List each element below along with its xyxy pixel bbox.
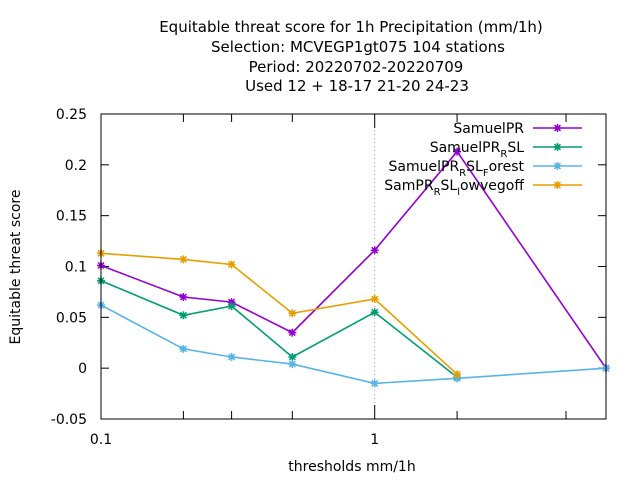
y-axis-label: Equitable threat score xyxy=(8,190,24,345)
y-tick-label: -0.05 xyxy=(51,412,87,428)
legend-subscript: R xyxy=(459,168,466,179)
data-point-dot xyxy=(229,262,234,267)
series-line xyxy=(100,252,458,375)
legend-subscript: l xyxy=(457,187,460,198)
x-tick-label: 0.1 xyxy=(90,432,112,448)
data-series xyxy=(97,147,610,388)
y-tick-label: 0.15 xyxy=(56,209,87,225)
legend-text: SamuelPR xyxy=(453,121,524,137)
chart-title-line-1: Equitable threat score for 1h Precipitat… xyxy=(159,18,543,36)
legend-subscript: F xyxy=(483,168,489,179)
legend-label: SamuelPRRSLForest xyxy=(389,159,525,179)
data-point-dot xyxy=(180,294,186,300)
series-line xyxy=(100,279,458,378)
legend-text: SL xyxy=(441,178,458,194)
chart-title-line-4: Used 12 + 18-17 21-20 24-23 xyxy=(245,77,469,95)
tick-labels: -0.05 0 0.05 0.1 0.15 0.2 0.25 0.1 1 xyxy=(51,107,379,448)
series-line xyxy=(100,150,607,369)
data-point-dot xyxy=(289,310,295,316)
y-tick-label: 0.1 xyxy=(65,260,87,276)
legend-label: SamuelPR xyxy=(453,121,524,137)
legend-text: owvegoff xyxy=(460,178,524,194)
data-point-dot xyxy=(229,299,234,305)
data-point-dot xyxy=(289,361,295,367)
plot-frame xyxy=(100,113,607,420)
data-point-dot xyxy=(454,149,460,155)
data-point-dot xyxy=(372,309,378,315)
chart-title: Equitable threat score for 1h Precipitat… xyxy=(159,18,543,95)
data-point-dot xyxy=(180,346,186,352)
legend-swatch-marker-dot xyxy=(555,144,560,150)
series-SamuelPR xyxy=(97,147,610,373)
data-point-dot xyxy=(289,354,295,360)
legend-text: SamuelPR xyxy=(430,140,501,156)
legend: SamuelPRSamuelPRRSLSamuelPRRSLForestSamP… xyxy=(384,121,582,198)
data-point-dot xyxy=(454,371,460,377)
legend-text: orest xyxy=(489,159,525,175)
legend-text: SamuelPR xyxy=(389,159,460,175)
data-point-dot xyxy=(229,354,234,360)
chart-title-line-2: Selection: MCVEGP1gt075 104 stations xyxy=(211,38,505,56)
y-tick-label: 0 xyxy=(78,361,87,377)
legend-label: SamuelPRRSL xyxy=(430,140,524,160)
data-point-dot xyxy=(180,312,186,318)
legend-text: SamPR xyxy=(384,178,434,194)
y-tick-label: 0.05 xyxy=(56,310,87,326)
series-line xyxy=(100,304,607,385)
legend-subscript: R xyxy=(500,149,507,160)
legend-swatch-marker-dot xyxy=(555,125,560,131)
data-point-dot xyxy=(372,247,378,253)
data-point-dot xyxy=(180,256,186,262)
data-point-dot xyxy=(229,303,234,309)
legend-swatch-marker-dot xyxy=(555,163,560,169)
y-tick-label: 0.25 xyxy=(56,107,87,123)
series-SamuelPR_RSL_Forest xyxy=(97,301,610,388)
data-point-dot xyxy=(289,330,295,335)
data-point-dot xyxy=(454,375,460,381)
series-SamPR_RSL_lowvegoff xyxy=(97,249,462,379)
legend-subscript: R xyxy=(434,187,441,198)
y-tick-label: 0.2 xyxy=(65,158,87,174)
data-point-dot xyxy=(372,381,378,386)
chart-title-line-3: Period: 20220702-20220709 xyxy=(249,58,464,76)
legend-label: SamPRRSLlowvegoff xyxy=(384,178,524,198)
legend-swatch-marker-dot xyxy=(555,182,560,188)
legend-text: SL xyxy=(507,140,524,156)
legend-text: SL xyxy=(466,159,483,175)
x-tick-label: 1 xyxy=(370,432,379,448)
x-axis-label: thresholds mm/1h xyxy=(288,459,415,475)
data-point-dot xyxy=(372,296,378,302)
